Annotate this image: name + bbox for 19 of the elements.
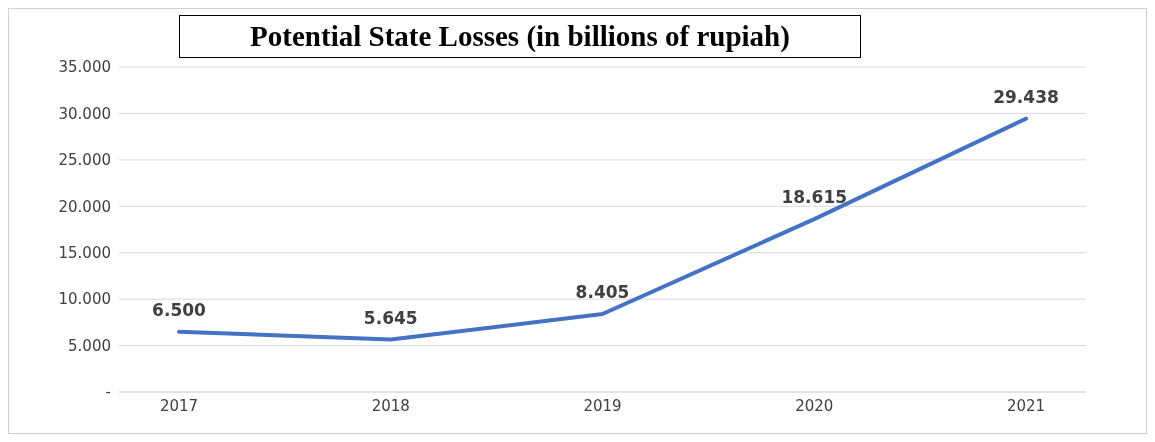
y-tick-label: 25.000 [58,151,111,170]
x-tick-label: 2020 [795,396,834,415]
data-label: 5.645 [363,307,418,328]
y-tick-label: 5.000 [68,336,111,355]
data-label: 18.615 [781,187,848,208]
data-label: 6.500 [152,299,207,320]
y-tick-label: - [105,383,111,402]
data-label: 29.438 [993,86,1059,107]
y-tick-label: 35.000 [58,58,111,77]
y-tick-label: 10.000 [58,290,111,309]
y-tick-label: 30.000 [58,104,111,123]
x-tick-label: 2017 [159,396,199,415]
y-tick-label: 20.000 [58,197,111,216]
x-tick-label: 2019 [583,396,622,415]
data-label: 8.405 [575,281,630,302]
y-tick-label: 15.000 [58,244,111,263]
chart-title: Potential State Losses (in billions of rupiah) [179,15,861,58]
x-tick-label: 2018 [371,396,410,415]
x-tick-label: 2021 [1006,396,1046,415]
